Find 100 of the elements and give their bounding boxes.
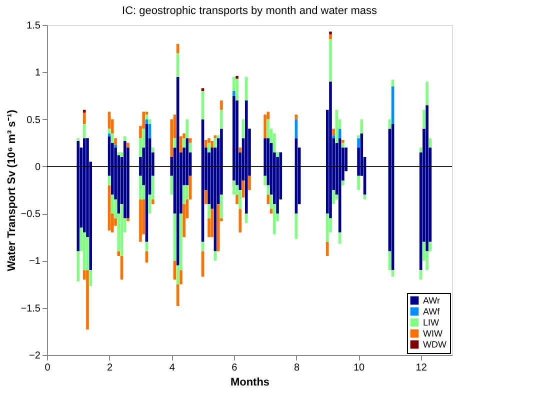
bar xyxy=(244,76,248,100)
bar xyxy=(89,270,92,286)
y-tick-label: −0.5 xyxy=(20,209,41,220)
bar xyxy=(173,260,176,280)
bar xyxy=(152,199,154,204)
y-tick-label: −1 xyxy=(29,256,41,268)
bar xyxy=(338,128,342,138)
bar xyxy=(76,138,80,141)
bar xyxy=(357,176,360,190)
bar xyxy=(126,142,130,148)
y-tick-label: 0.5 xyxy=(26,114,41,126)
bar xyxy=(182,138,186,148)
y-tick-label: −2 xyxy=(29,350,41,362)
y-tick-label: −1.5 xyxy=(20,303,41,314)
bar xyxy=(264,114,266,138)
bar xyxy=(114,144,117,148)
bar xyxy=(419,270,422,280)
bar xyxy=(170,176,174,195)
bar xyxy=(145,242,148,252)
y-tick-label: 1.5 xyxy=(26,20,41,32)
bar xyxy=(342,140,344,143)
x-axis-title: Months xyxy=(230,376,270,388)
bar xyxy=(201,91,204,120)
x-tick-label: 0 xyxy=(44,362,51,374)
bar xyxy=(236,194,238,204)
bar xyxy=(188,142,192,152)
bar xyxy=(210,140,214,148)
x-tick-label: 4 xyxy=(169,362,176,374)
bar xyxy=(180,136,182,152)
chart-title: IC: geostrophic transports by month and water mass xyxy=(122,5,378,17)
bar xyxy=(426,82,428,106)
bar xyxy=(428,138,432,148)
legend-label: WIW xyxy=(423,328,443,338)
bar xyxy=(204,140,208,148)
bar xyxy=(108,128,111,134)
bar xyxy=(176,44,180,54)
bar xyxy=(220,194,223,218)
bar xyxy=(357,138,360,148)
legend-label: AWr xyxy=(423,296,440,306)
bar xyxy=(357,135,360,138)
bar xyxy=(204,190,208,204)
bar xyxy=(220,110,223,129)
bar xyxy=(145,114,148,120)
bar xyxy=(342,180,344,186)
bar xyxy=(182,185,186,204)
bar xyxy=(220,100,223,110)
bar xyxy=(329,39,332,82)
bar xyxy=(326,214,329,242)
bar xyxy=(208,142,210,152)
x-tick-label: 6 xyxy=(232,362,238,374)
bar xyxy=(120,204,124,256)
legend-label: WDW xyxy=(423,340,447,350)
bar xyxy=(363,194,366,200)
bar xyxy=(232,180,236,195)
legend-label: LIW xyxy=(423,318,440,328)
bar xyxy=(201,88,204,91)
bar xyxy=(201,242,204,252)
bar xyxy=(126,218,130,222)
bar xyxy=(180,270,182,284)
bar xyxy=(82,124,86,138)
bar xyxy=(210,208,214,238)
bar xyxy=(329,34,332,40)
bar xyxy=(152,148,154,152)
x-tick-label: 2 xyxy=(107,362,114,374)
y-axis-title: Water Transport Sv (10⁶ m³ s⁻¹) xyxy=(6,109,18,272)
bar xyxy=(114,138,117,145)
bar xyxy=(326,242,329,256)
bar xyxy=(188,138,192,143)
bar xyxy=(276,152,279,157)
bar xyxy=(332,135,336,138)
bar xyxy=(391,80,394,86)
bar xyxy=(232,91,236,96)
bar xyxy=(236,76,238,79)
bar xyxy=(82,110,86,113)
bar xyxy=(214,138,217,148)
bar xyxy=(111,133,114,143)
bar xyxy=(82,112,86,124)
bar xyxy=(238,148,242,152)
bar xyxy=(332,190,336,204)
bar xyxy=(244,214,248,223)
bar xyxy=(208,204,210,218)
bar xyxy=(342,142,344,148)
bar xyxy=(264,176,266,186)
bar xyxy=(108,176,111,186)
bar xyxy=(236,78,238,100)
y-tick-label: 1 xyxy=(34,68,41,79)
y-tick-label: 0 xyxy=(34,162,41,173)
bar xyxy=(329,32,332,34)
bar xyxy=(422,110,426,129)
bar xyxy=(248,176,251,190)
bar xyxy=(428,242,432,252)
bar xyxy=(123,136,126,141)
x-tick-label: 12 xyxy=(416,362,428,374)
bar xyxy=(139,176,142,200)
bar xyxy=(419,148,422,152)
legend-label: AWf xyxy=(423,306,440,316)
bar xyxy=(86,270,89,330)
bar xyxy=(294,114,298,120)
bar xyxy=(216,204,220,252)
bar xyxy=(173,138,176,148)
